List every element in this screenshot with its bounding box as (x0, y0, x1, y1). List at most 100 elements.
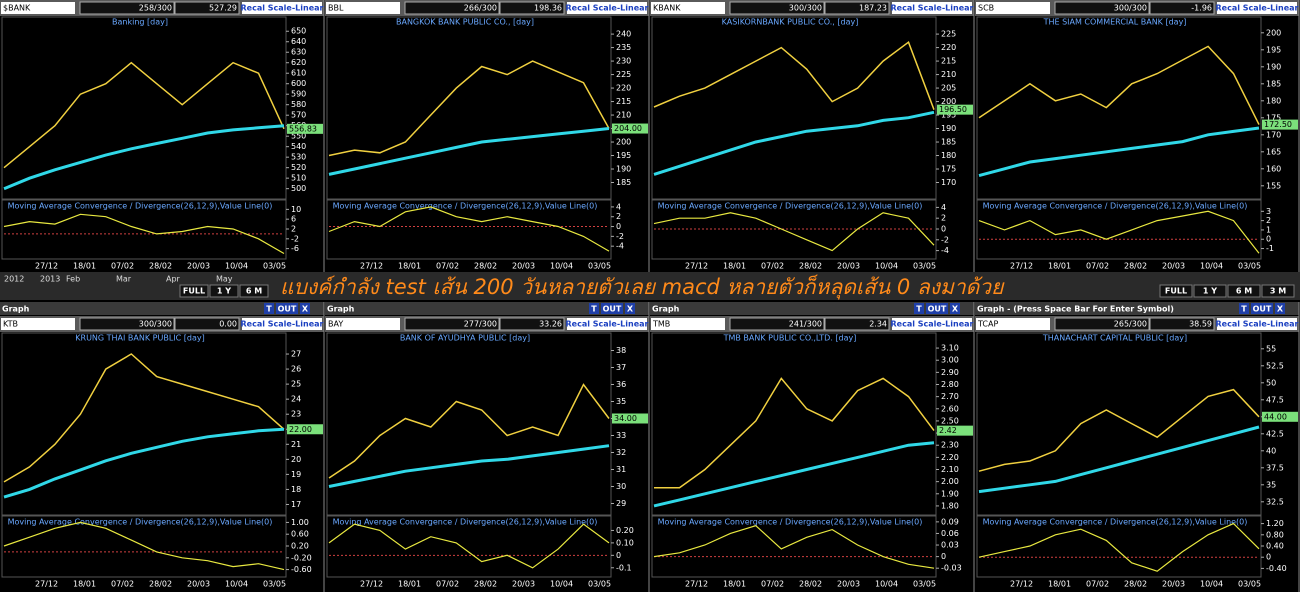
counter-box (404, 1, 500, 15)
symbol[interactable]: KTB (3, 320, 18, 329)
y-tick-label: 640 (291, 37, 306, 46)
toolbar-button-label[interactable]: 3 M (1270, 287, 1286, 296)
window-button[interactable] (914, 303, 924, 314)
window-button-label[interactable]: T (266, 305, 272, 314)
symbol-input[interactable] (1, 318, 75, 330)
symbol-input[interactable] (1, 2, 75, 14)
recal-button-label[interactable]: Recal Scale-Linear (566, 320, 649, 329)
y-tick-label: -0.20 (291, 553, 312, 562)
x-tick-label: 07/02 (436, 262, 459, 271)
toolbar-button[interactable] (1227, 284, 1261, 298)
x-tick-label: 27/12 (1010, 262, 1033, 271)
chart-title: KASIKORNBANK PUBLIC CO., [day] (722, 18, 859, 27)
last-box (499, 1, 565, 15)
x-tick-label: 10/04 (225, 262, 248, 271)
toolbar-button[interactable] (1261, 284, 1295, 298)
recal-button[interactable] (892, 2, 972, 14)
window-button-label[interactable]: X (952, 305, 959, 314)
symbol-input[interactable] (326, 2, 400, 14)
counter-box (404, 317, 500, 331)
window-button-label[interactable]: OUT (278, 305, 297, 314)
toolbar-button-label[interactable]: 6 M (1236, 287, 1252, 296)
recal-button-label[interactable]: Recal Scale-Linear (241, 320, 324, 329)
window-button[interactable] (625, 303, 635, 314)
y-tick-label: 240 (616, 30, 631, 39)
y-tick-label: 2 (616, 212, 621, 221)
recal-button[interactable] (567, 2, 647, 14)
y-tick-label: 2 (941, 214, 946, 223)
x-tick-label: 18/01 (723, 580, 746, 589)
toolbar-button-label[interactable]: 6 M (246, 287, 262, 296)
recal-button[interactable] (1217, 2, 1297, 14)
symbol[interactable]: KBANK (653, 4, 681, 13)
toolbar-button-label[interactable]: FULL (1165, 287, 1187, 296)
window-button[interactable] (589, 303, 599, 314)
window-button[interactable] (276, 303, 298, 314)
toolbar-button[interactable] (1159, 284, 1193, 298)
toolbar-button[interactable] (179, 284, 209, 298)
y-tick-label: 540 (291, 142, 306, 151)
symbol[interactable]: TCAP (977, 320, 998, 329)
window-button[interactable] (264, 303, 274, 314)
window-button[interactable] (1251, 303, 1273, 314)
recal-button-label[interactable]: Recal Scale-Linear (241, 4, 324, 13)
window-button[interactable] (950, 303, 960, 314)
recal-button-label[interactable]: Recal Scale-Linear (891, 4, 974, 13)
plot-border (1, 332, 287, 517)
symbol[interactable]: BBL (328, 4, 344, 13)
window-button-label[interactable]: X (627, 305, 634, 314)
window-button-label[interactable]: X (302, 305, 309, 314)
y-tick-label: 2.10 (941, 465, 959, 474)
window-button[interactable] (1239, 303, 1249, 314)
last-box (824, 317, 890, 331)
window-button-label[interactable]: OUT (603, 305, 622, 314)
recal-button-label[interactable]: Recal Scale-Linear (1216, 320, 1299, 329)
y-tick-label: 0 (941, 225, 946, 234)
last-value: 33.26 (539, 320, 562, 329)
y-tick-label: 0.03 (941, 541, 959, 550)
symbol-input[interactable] (651, 318, 725, 330)
window-button-label[interactable]: X (1277, 305, 1284, 314)
x-tick-label: 07/02 (111, 262, 134, 271)
y-tick-label: 0.06 (941, 529, 959, 538)
toolbar-button[interactable] (209, 284, 239, 298)
chart-title: TMB BANK PUBLIC CO.,LTD. [day] (723, 334, 857, 343)
x-tick-label: 03/05 (913, 262, 936, 271)
window-button[interactable] (1275, 303, 1285, 314)
symbol-input[interactable] (326, 318, 400, 330)
y-tick-label: 620 (291, 58, 306, 67)
toolbar-button-label[interactable]: FULL (183, 287, 205, 296)
symbol[interactable]: TMB (652, 320, 670, 329)
window-button[interactable] (300, 303, 310, 314)
recal-button[interactable] (242, 318, 322, 330)
recal-button[interactable] (1217, 318, 1297, 330)
x-tick-label: 03/05 (263, 580, 286, 589)
window-button-label[interactable]: OUT (928, 305, 947, 314)
recal-button[interactable] (892, 318, 972, 330)
window-button-label[interactable]: OUT (1253, 305, 1272, 314)
recal-button-label[interactable]: Recal Scale-Linear (891, 320, 974, 329)
window-button-label[interactable]: T (591, 305, 597, 314)
symbol-input[interactable] (976, 318, 1050, 330)
toolbar-button[interactable] (239, 284, 269, 298)
symbol-input[interactable] (976, 2, 1050, 14)
window-button[interactable] (601, 303, 623, 314)
symbol-input[interactable] (651, 2, 725, 14)
recal-button-label[interactable]: Recal Scale-Linear (1216, 4, 1299, 13)
toolbar-button-label[interactable]: 1 Y (1203, 287, 1217, 296)
window-button-label[interactable]: T (1241, 305, 1247, 314)
symbol[interactable]: SCB (978, 4, 994, 13)
recal-button-label[interactable]: Recal Scale-Linear (566, 4, 649, 13)
y-tick-label: 2.20 (941, 453, 959, 462)
last-value: 38.59 (1189, 320, 1212, 329)
y-tick-label: 30 (616, 482, 626, 491)
toolbar-button-label[interactable]: 1 Y (217, 287, 231, 296)
symbol[interactable]: BAY (328, 320, 343, 329)
toolbar-button[interactable] (1193, 284, 1227, 298)
recal-button[interactable] (567, 318, 647, 330)
x-tick-label: 20/03 (512, 580, 535, 589)
recal-button[interactable] (242, 2, 322, 14)
window-button[interactable] (926, 303, 948, 314)
window-button-label[interactable]: T (916, 305, 922, 314)
symbol[interactable]: $BANK (3, 4, 31, 13)
